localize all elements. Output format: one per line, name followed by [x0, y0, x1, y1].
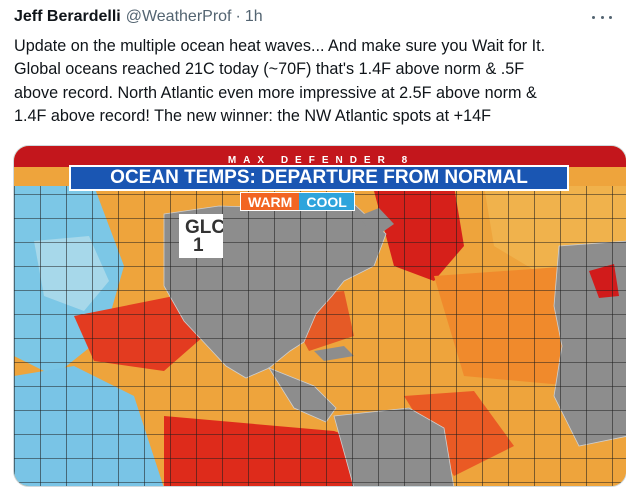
- author-name[interactable]: Jeff Berardelli: [14, 8, 121, 25]
- brand-label: MAX DEFENDER 8: [227, 155, 415, 166]
- tweet-text: Update on the multiple ocean heat waves.…: [14, 35, 619, 129]
- tweet-header: Jeff Berardelli @WeatherProf · 1h: [14, 8, 263, 30]
- brand-banner: [14, 146, 626, 167]
- tweet-timestamp[interactable]: 1h: [244, 8, 263, 25]
- global-readout-box: GLC 1: [179, 214, 223, 258]
- dot: [609, 15, 612, 19]
- dot: [592, 15, 595, 19]
- legend-cool: COOL: [299, 193, 354, 210]
- dot: [600, 15, 604, 19]
- global-readout-label: GLC: [185, 217, 223, 238]
- tweet-text-line: Update on the multiple ocean heat waves.…: [14, 37, 546, 55]
- legend-warm: WARM: [241, 193, 300, 210]
- tweet-media-image[interactable]: MAX DEFENDER 8 OCEAN TEMPS: DEPARTURE FR…: [13, 145, 626, 487]
- map-title: OCEAN TEMPS: DEPARTURE FROM NORMAL: [69, 165, 569, 191]
- header-separator: ·: [235, 8, 241, 25]
- lat-lon-grid: [14, 186, 626, 486]
- tweet-text-line: 1.4F above record! The new winner: the N…: [14, 107, 492, 126]
- more-dots-icon[interactable]: [592, 12, 612, 22]
- global-readout-value: 1: [193, 235, 204, 256]
- tweet-text-line: above record. North Atlantic even more i…: [14, 83, 537, 102]
- author-handle[interactable]: @WeatherProf: [125, 8, 232, 25]
- tweet-text-line: Global oceans reached 21C today (~70F) t…: [14, 60, 525, 79]
- map-legend: WARM COOL: [240, 192, 355, 211]
